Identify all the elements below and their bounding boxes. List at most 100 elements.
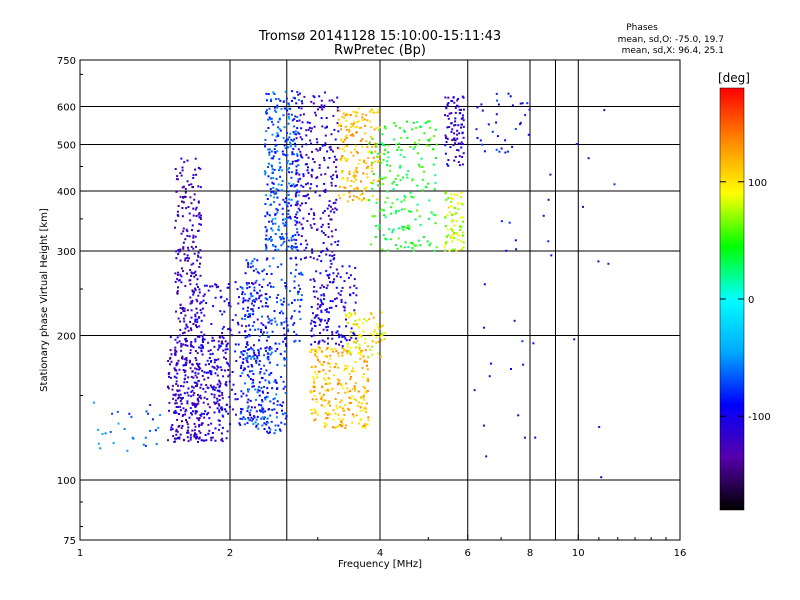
data-point (200, 439, 203, 442)
data-point (293, 118, 296, 121)
data-point (215, 286, 218, 289)
data-point (314, 365, 317, 368)
data-point (277, 294, 280, 296)
data-point (358, 347, 361, 350)
data-point (253, 351, 256, 354)
data-point (304, 195, 307, 198)
data-point (188, 416, 191, 419)
data-point (176, 372, 179, 375)
data-point (263, 372, 266, 375)
data-point (355, 346, 358, 349)
data-point (349, 274, 352, 277)
data-point (194, 410, 197, 412)
data-point (275, 98, 278, 101)
data-point (329, 210, 332, 213)
data-point (346, 177, 349, 180)
data-point (313, 324, 316, 327)
data-point (342, 387, 345, 390)
data-point (197, 185, 200, 188)
data-point (271, 133, 274, 136)
data-point (327, 402, 330, 405)
data-point (389, 164, 392, 167)
data-point (361, 116, 364, 119)
data-point (375, 341, 378, 344)
data-point (268, 408, 271, 411)
data-point (217, 366, 220, 369)
data-point (109, 431, 112, 433)
data-point (192, 186, 194, 188)
data-point (177, 205, 180, 207)
data-point (445, 235, 448, 238)
data-point (372, 179, 375, 182)
data-point (267, 162, 270, 165)
data-point (310, 348, 313, 351)
data-point (340, 125, 342, 128)
data-point (355, 196, 358, 199)
data-point (458, 108, 461, 111)
data-point (254, 406, 256, 409)
data-point (447, 102, 450, 104)
data-point (258, 363, 261, 366)
data-point (171, 428, 174, 431)
data-point (225, 403, 228, 406)
data-point (247, 306, 249, 309)
data-point (194, 274, 197, 277)
data-point (191, 272, 194, 275)
data-point (445, 107, 448, 110)
data-point (252, 298, 255, 301)
data-point (331, 99, 334, 102)
data-point (360, 417, 363, 420)
data-point (168, 409, 170, 412)
data-point (111, 412, 114, 415)
data-point (179, 248, 182, 251)
data-point (293, 138, 296, 141)
data-point (495, 113, 498, 116)
data-point (192, 236, 195, 239)
data-point (349, 397, 352, 400)
data-point (282, 300, 285, 303)
data-point (197, 213, 200, 216)
data-point (175, 190, 178, 193)
data-point (335, 198, 338, 201)
data-point (334, 207, 337, 210)
data-point (253, 416, 256, 419)
data-point (285, 248, 288, 251)
data-point (347, 276, 350, 279)
data-point (369, 120, 372, 123)
data-point (297, 93, 300, 96)
data-point (216, 365, 219, 368)
data-point (381, 248, 384, 251)
data-point (356, 121, 359, 124)
data-point (323, 210, 326, 212)
data-point (373, 128, 376, 131)
data-point (301, 121, 304, 124)
data-point (269, 400, 272, 403)
data-point (363, 318, 366, 320)
colorbar-label: [deg] (718, 71, 750, 85)
data-point (293, 286, 296, 289)
data-point (130, 415, 133, 418)
data-point (276, 104, 279, 107)
data-point (279, 237, 282, 240)
data-point (239, 423, 242, 426)
data-point (194, 320, 197, 323)
data-point (296, 120, 299, 122)
data-point (185, 359, 188, 362)
data-point (310, 174, 313, 177)
data-point (341, 115, 344, 118)
data-point (263, 170, 266, 173)
data-point (172, 435, 175, 437)
data-point (451, 100, 454, 103)
data-point (167, 386, 169, 389)
data-point (328, 200, 331, 203)
data-point (353, 385, 356, 388)
data-point (281, 207, 284, 210)
data-point (174, 354, 177, 357)
data-point (292, 183, 295, 186)
data-point (187, 206, 190, 208)
data-point (280, 263, 283, 266)
data-point (348, 339, 351, 341)
data-point (309, 350, 312, 353)
data-point (374, 150, 377, 153)
data-point (338, 197, 341, 200)
